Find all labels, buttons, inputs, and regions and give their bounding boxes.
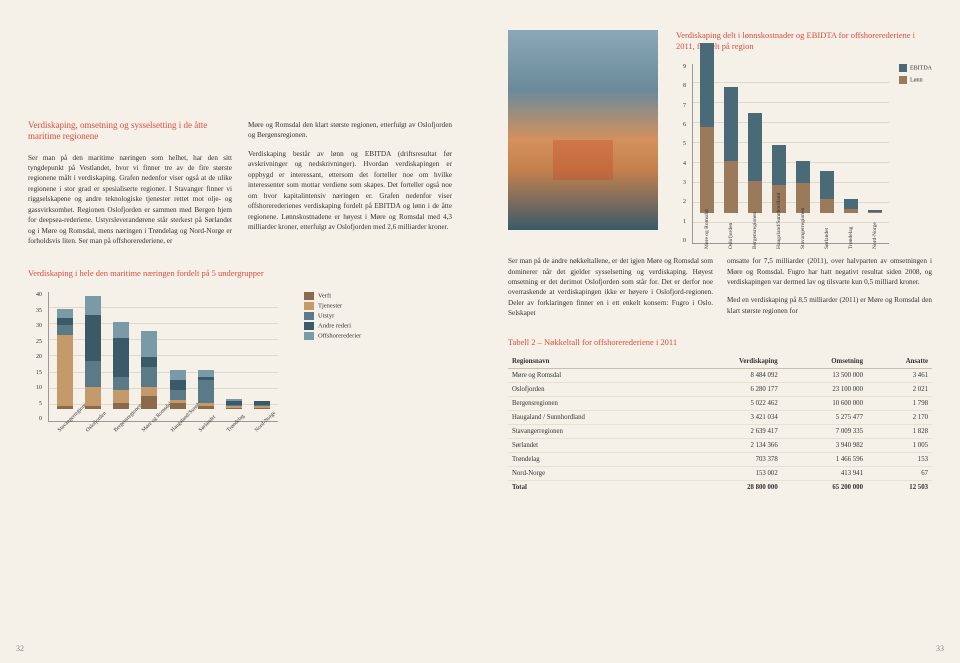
chart1-y-axis: 9876543210	[676, 64, 686, 244]
body-paragraph: omsatte for 7,5 milliarder (2011), over …	[727, 256, 932, 287]
table-row: Oslofjorden6 280 17723 100 0002 021	[508, 382, 932, 396]
table-title: Tabell 2 – Nøkkeltall for offshorerederi…	[508, 337, 932, 347]
table-row: Trøndelag703 3781 466 596153	[508, 452, 932, 466]
chart2-plot: StavangerregionenOslofjordenBergensregio…	[48, 292, 278, 422]
table-total-row: Total28 800 00065 200 00012 503	[508, 480, 932, 494]
chart2-title: Verdiskaping i hele den maritime næringe…	[28, 268, 452, 278]
chart2-y-axis: 4035302520151050	[28, 292, 42, 422]
body-paragraph: Møre og Romsdal den klart største region…	[248, 120, 452, 141]
key-figures-table: RegionsnavnVerdiskapingOmsetningAnsatte …	[508, 355, 932, 494]
table-row: Haugaland / Sunnhordland3 421 0345 275 4…	[508, 410, 932, 424]
table-row: Stavangerregionen2 639 4177 009 3351 828	[508, 424, 932, 438]
body-paragraph: Ser man på de andre nøkkeltallene, er de…	[508, 256, 713, 319]
chart1-plot: Møre og RomsdalOslofjordenBergensregione…	[692, 64, 889, 244]
section-heading: Verdiskaping, omsetning og sysselsetting…	[28, 120, 232, 143]
body-paragraph: Ser man på den maritime næringen som hel…	[28, 153, 232, 247]
page-number: 32	[16, 644, 24, 653]
table-row: Møre og Romsdal8 484 09213 500 0003 461	[508, 368, 932, 382]
table-row: Bergensregionen5 022 46210 600 0001 798	[508, 396, 932, 410]
body-paragraph: Med en verdiskaping på 8,5 milliarder (2…	[727, 295, 932, 316]
page-number: 33	[936, 644, 944, 653]
chart2-legend: VerftTjenesterUtstyrAndre rederiOffshore…	[304, 292, 361, 342]
table-header-row: RegionsnavnVerdiskapingOmsetningAnsatte	[508, 355, 932, 369]
table-row: Nord-Norge153 002413 94167	[508, 466, 932, 480]
chart1-legend: EBITDALønn	[899, 64, 932, 244]
body-paragraph: Verdiskaping består av lønn og EBITDA (d…	[248, 149, 452, 233]
table-row: Sørlandet2 134 3663 940 9821 005	[508, 438, 932, 452]
offshore-photo	[508, 30, 658, 230]
